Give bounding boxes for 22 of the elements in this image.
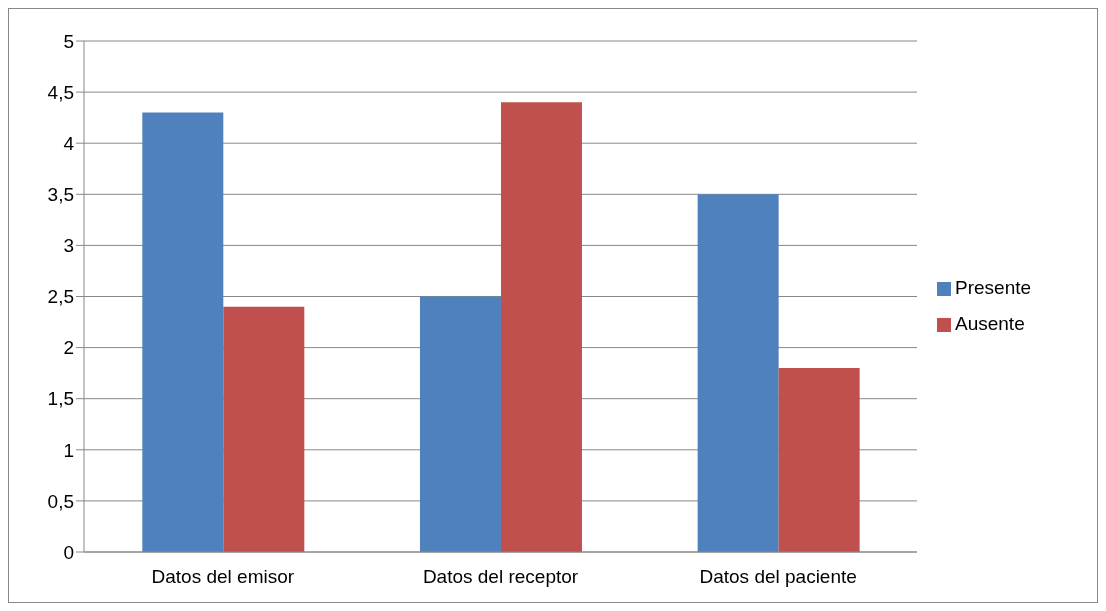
y-tick-label: 4,5 (47, 81, 74, 103)
y-tick-label: 1,5 (47, 388, 74, 410)
y-tick-label: 5 (63, 30, 74, 52)
x-tick-label: Datos del emisor (151, 566, 295, 588)
bar (142, 112, 224, 552)
x-tick-label: Datos del paciente (699, 566, 857, 588)
y-tick-label: 1 (63, 439, 74, 461)
bar (223, 306, 305, 552)
y-tick-label: 2 (63, 337, 74, 359)
x-tick-label: Datos del receptor (422, 566, 579, 588)
y-tick-label: 3 (63, 235, 74, 257)
y-tick-label: 4 (63, 132, 75, 154)
y-tick-label: 0 (63, 541, 74, 563)
bar (500, 102, 582, 552)
legend-label: Ausente (955, 312, 1025, 334)
legend-label: Presente (955, 276, 1032, 298)
bar (778, 368, 860, 552)
bar (419, 296, 501, 552)
y-tick-label: 2,5 (47, 286, 74, 308)
bar (697, 194, 779, 552)
y-tick-label: 3,5 (47, 184, 74, 206)
y-tick-label: 0,5 (47, 490, 74, 512)
